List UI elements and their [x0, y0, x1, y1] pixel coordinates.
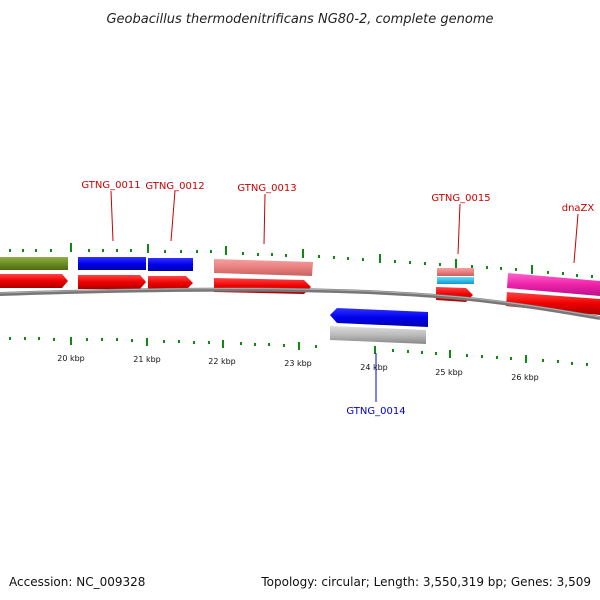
accession-text: Accession: NC_009328 — [9, 575, 145, 589]
genome-summary-text: Topology: circular; Length: 3,550,319 bp… — [260, 575, 591, 589]
leader-line — [573, 213, 579, 264]
gene-label-gtng-0015[interactable]: GTNG_0015 — [431, 193, 490, 204]
gene-feature-gtng-0013-cds[interactable] — [214, 259, 313, 276]
genome-backbone-highlight — [0, 288, 600, 318]
gene-arrow[interactable] — [78, 275, 146, 289]
gene-arrow[interactable] — [148, 276, 193, 290]
leader-line — [263, 193, 266, 245]
forward-gene-arrows — [0, 274, 600, 315]
leader-line — [457, 203, 461, 255]
gene-feature-gtng-0014-grey[interactable] — [330, 326, 426, 344]
tick-label: 24 kbp — [360, 363, 388, 372]
gene-labels: GTNG_0011 GTNG_0012 GTNG_0013 GTNG_0015 … — [81, 180, 594, 417]
gene-label-gtng-0013[interactable]: GTNG_0013 — [237, 183, 296, 194]
tick-label: 25 kbp — [435, 368, 463, 377]
gene-arrow[interactable] — [506, 292, 600, 315]
gene-arrow[interactable] — [0, 274, 68, 288]
gene-label-gtng-0011[interactable]: GTNG_0011 — [81, 180, 140, 191]
tick-label: 20 kbp — [57, 354, 85, 363]
gene-feature-gtng-0015-trna[interactable] — [437, 277, 474, 284]
gene-label-gtng-0012[interactable]: GTNG_0012 — [145, 181, 204, 192]
reverse-strand-features — [330, 308, 428, 344]
gene-feature-gtng-0015-cds[interactable] — [437, 268, 474, 276]
gene-feature-dnazx-cds[interactable] — [507, 273, 600, 296]
genome-title: Geobacillus thermodenitrificans NG80-2, … — [106, 12, 493, 27]
leader-line — [110, 190, 114, 242]
gene-feature-gtng-0014-cds[interactable] — [330, 308, 428, 327]
tick-label: 23 kbp — [284, 359, 312, 368]
genome-backbone — [0, 287, 600, 320]
gene-feature-gtng-0012-cds[interactable] — [148, 258, 193, 271]
leader-line — [170, 190, 176, 242]
inner-tick-row — [9, 337, 588, 366]
outer-tick-row — [9, 243, 593, 278]
tick-label: 26 kbp — [511, 373, 539, 382]
tick-label: 21 kbp — [133, 355, 161, 364]
gene-feature-gtng-0011-cds[interactable] — [78, 257, 146, 270]
tick-labels: 20 kbp 21 kbp 22 kbp 23 kbp 24 kbp 25 kb… — [57, 354, 539, 382]
forward-strand-features — [0, 257, 600, 296]
tick-label: 22 kbp — [208, 357, 236, 366]
gene-label-dnazx[interactable]: dnaZX — [562, 203, 595, 214]
gene-feature-olive[interactable] — [0, 257, 68, 270]
gene-label-gtng-0014[interactable]: GTNG_0014 — [346, 406, 405, 417]
